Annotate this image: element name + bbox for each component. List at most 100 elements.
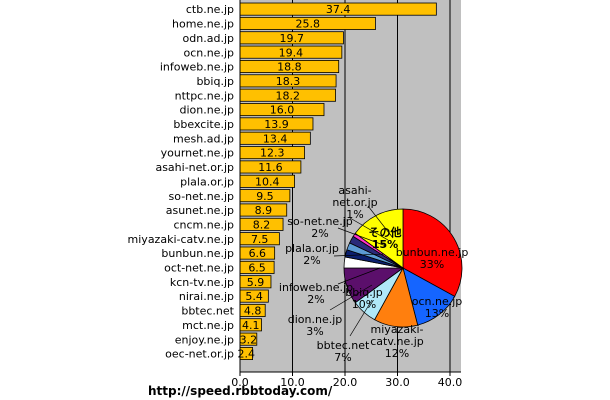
value-label: 37.4	[326, 3, 351, 16]
pie-label-line: 12%	[385, 347, 409, 360]
pie-label-line: ocn.ne.jp	[412, 295, 463, 308]
category-label: bbexcite.jp	[173, 118, 234, 131]
value-label: 8.2	[253, 218, 271, 231]
leader-line	[333, 253, 385, 257]
value-label: 16.0	[270, 104, 295, 117]
pie-label-line: 7%	[334, 351, 351, 364]
pie-label-line: 1%	[346, 208, 363, 221]
category-label: home.ne.jp	[172, 18, 234, 31]
pie-chart	[343, 208, 463, 328]
category-label: bbtec.net	[181, 305, 234, 318]
pie-label: bunbun.ne.jp 33%	[396, 246, 469, 271]
bar-series	[239, 2, 437, 360]
pie-label-line: catv.ne.jp	[370, 335, 424, 348]
category-label: infoweb.ne.jp	[160, 61, 234, 74]
x-tick-label: 20.0	[333, 376, 358, 389]
value-label: 4.8	[244, 305, 262, 318]
pie-label-line: 3%	[306, 325, 323, 338]
category-label: nttpc.ne.jp	[175, 89, 234, 102]
category-label: asahi-net.or.jp	[155, 161, 234, 174]
leader-line	[337, 267, 381, 285]
pie-label-line: 13%	[425, 307, 449, 320]
leader-line	[349, 217, 389, 241]
x-tick-label: 10.0	[280, 376, 305, 389]
category-label: asunet.ne.jp	[166, 204, 234, 217]
value-label: 8.9	[255, 204, 273, 217]
value-label: 2.4	[238, 348, 256, 361]
pie-label-line: asahi-	[338, 184, 371, 197]
pie-label-line: infoweb.ne.jp	[279, 281, 353, 294]
category-label: dion.ne.jp	[179, 104, 234, 117]
value-label: 3.2	[240, 333, 258, 346]
pie-label-line: so-net.ne.jp	[287, 215, 352, 228]
category-label: oct-net.ne.jp	[164, 262, 234, 275]
value-label: 12.3	[260, 147, 285, 160]
pie-label-line: bbtec.net	[317, 339, 370, 352]
pie-label-line: 15%	[372, 238, 398, 251]
pie-slice	[402, 208, 463, 297]
value-label: 6.6	[249, 247, 267, 260]
value-label: 5.4	[245, 290, 263, 303]
pie-label-line: net.or.jp	[332, 196, 377, 209]
value-label: 5.9	[247, 276, 265, 289]
pie-label-line: plala.or.jp	[285, 242, 339, 255]
pie-label: dion.ne.jp 3%	[288, 313, 343, 338]
pie-label: so-net.ne.jp 2%	[287, 215, 352, 240]
leader-line	[337, 227, 387, 247]
pie-label: その他 15%	[369, 225, 402, 251]
category-label: nirai.ne.jp	[179, 290, 234, 303]
pie-label: bbtec.net 7%	[317, 339, 370, 364]
leader-line	[349, 299, 373, 337]
value-label: 19.7	[279, 32, 304, 45]
value-label: 19.4	[279, 46, 304, 59]
category-label: mct.ne.jp	[182, 319, 234, 332]
leader-line	[329, 284, 373, 311]
value-label: 25.8	[295, 18, 320, 31]
category-label: ctb.ne.jp	[186, 3, 234, 16]
category-label: bbiq.jp	[196, 75, 234, 88]
category-label: bunbun.ne.jp	[161, 247, 234, 260]
category-label: plala.or.jp	[180, 175, 234, 188]
pie-label-line: 10%	[352, 298, 376, 311]
category-label: oec-net.or.jp	[165, 348, 234, 361]
category-label: miyazaki-catv.ne.jp	[128, 233, 234, 246]
pie-label-line: 2%	[311, 227, 328, 240]
pie-label: plala.or.jp 2%	[285, 242, 339, 267]
category-label: so-net.ne.jp	[169, 190, 234, 203]
value-label: 18.3	[276, 75, 301, 88]
value-label: 9.5	[256, 190, 274, 203]
x-tick-label: 30.0	[385, 376, 410, 389]
category-label: ocn.ne.jp	[183, 46, 234, 59]
x-axis: 0.0 10.0 20.0 30.0 40.0	[231, 0, 462, 389]
category-label: yournet.ne.jp	[161, 147, 234, 160]
x-tick-label: 40.0	[438, 376, 463, 389]
category-label: kcn-tv.ne.jp	[170, 276, 234, 289]
pie-label-line: 2%	[307, 293, 324, 306]
value-label: 6.5	[248, 262, 266, 275]
x-tick-label: 0.0	[231, 376, 249, 389]
pie-label-line: dion.ne.jp	[288, 313, 343, 326]
value-label: 13.4	[263, 132, 288, 145]
pie-label-line: 33%	[420, 258, 444, 271]
pie-label-line: miyazaki-	[371, 323, 424, 336]
pie-label: infoweb.ne.jp 2%	[279, 281, 353, 306]
value-label: 18.2	[276, 89, 301, 102]
value-label: 10.4	[255, 175, 280, 188]
value-labels: 37.4 25.819.719.4 18.818.318.2 16.013.913.4…	[238, 3, 351, 360]
leader-line	[367, 205, 394, 239]
value-label: 7.5	[251, 233, 269, 246]
source-url: http://speed.rbbtoday.com/	[148, 384, 333, 398]
pie-label: ocn.ne.jp 13%	[412, 295, 463, 320]
pie-label: miyazaki-catv.ne.jp 12%	[370, 323, 424, 360]
value-label: 4.1	[242, 319, 260, 332]
pie-label: asahi-net.or.jp 1%	[332, 184, 377, 221]
category-label: cncm.ne.jp	[173, 218, 234, 231]
pie-label-line: bunbun.ne.jp	[396, 246, 469, 259]
pie-labels: bunbun.ne.jp 33%ocn.ne.jp 13%miyazaki-catv…	[279, 184, 468, 364]
category-label: mesh.ad.jp	[173, 132, 234, 145]
value-label: 18.8	[277, 61, 302, 74]
value-label: 13.9	[264, 118, 289, 131]
pie-label-line: 2%	[303, 254, 320, 267]
